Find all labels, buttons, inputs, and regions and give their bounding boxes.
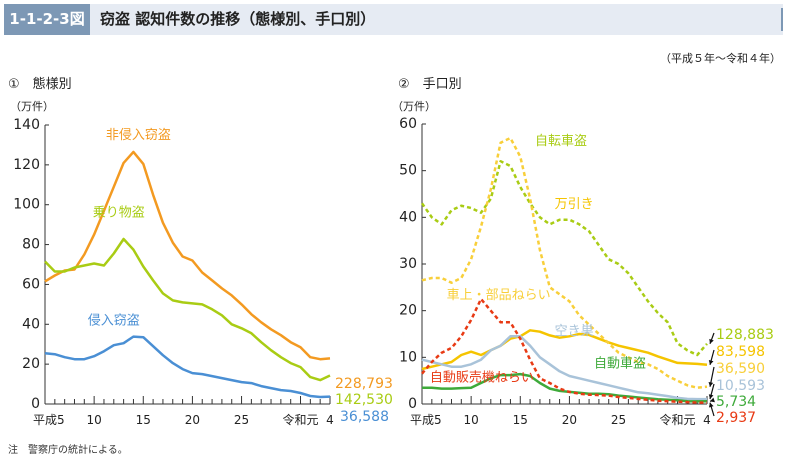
chart1-y-tick-label: 100 <box>13 197 40 213</box>
chart1-series-label: 非侵入窃盗 <box>106 127 171 143</box>
figure-header: 1-1-2-3図 窃盗 認知件数の推移（態様別、手口別） <box>4 4 783 35</box>
chart2-y-tick-label: 20 <box>399 303 417 319</box>
chart2-series-label: 車上・部品ねらい <box>447 288 551 303</box>
chart2-end-value-label: 128,883 <box>716 327 774 343</box>
chart1-y-tick-label: 20 <box>22 356 40 372</box>
chart2-x-tick-label: 20 <box>562 413 577 427</box>
chart2-x-tick-label: 平成5 <box>410 413 442 427</box>
chart2-series-label: 自動車盗 <box>594 356 646 372</box>
chart2-y-tick-label: 40 <box>399 209 417 225</box>
chart2-x-tick-label: 4 <box>703 413 711 427</box>
chart1-y-tick-label: 40 <box>22 316 40 332</box>
header-accent-bar <box>781 8 783 31</box>
chart1-y-tick-label: 140 <box>13 117 40 133</box>
chart2-arrowhead <box>708 359 714 365</box>
chart2-series-label: 自動販売機ねらい <box>430 370 534 386</box>
chart1-x-tick-label: 10 <box>86 413 101 427</box>
chart2-x-tick-label: 15 <box>513 413 528 427</box>
chart2-x-tick-label: 令和元 <box>660 412 696 427</box>
figure-title: 窃盗 認知件数の推移（態様別、手口別） <box>100 10 376 28</box>
chart2-title: ② 手口別 <box>398 77 462 92</box>
chart2-series-line <box>421 136 708 389</box>
chart1-x-tick-label: 15 <box>136 413 151 427</box>
chart1-unit: （万件） <box>10 100 54 113</box>
chart2-series-line <box>421 297 707 404</box>
chart1-y-tick-label: 80 <box>22 237 40 253</box>
chart2-series-line <box>421 329 708 371</box>
chart1-y-tick-label: 60 <box>22 276 40 292</box>
chart1-x-tick-label: 令和元 <box>283 412 319 427</box>
chart2-series-line <box>420 160 708 357</box>
chart2-arrowhead <box>708 381 714 387</box>
chart2-y-tick-label: 30 <box>399 256 417 272</box>
chart2-arrowhead <box>710 397 715 403</box>
chart2-arrowhead <box>709 338 714 344</box>
figure-id: 1-1-2-3図 <box>4 4 90 35</box>
chart1-y-tick-label: 0 <box>31 396 40 412</box>
chart2-arrowhead <box>708 402 714 408</box>
chart1-x-tick-label: 25 <box>234 413 249 427</box>
chart1-x-tick-label: 4 <box>326 413 334 427</box>
chart2-series-line <box>422 372 708 403</box>
chart1-y-tick-label: 120 <box>13 157 40 173</box>
chart1-end-value-label: 142,530 <box>335 392 393 408</box>
chart1-end-value-label: 228,793 <box>335 376 393 392</box>
chart2-arrowhead <box>708 394 714 400</box>
chart1-series-label: 乗り物盗 <box>93 205 145 221</box>
chart2-end-value-label: 36,590 <box>716 361 765 377</box>
chart1-series-line <box>44 150 331 361</box>
chart2-series-label: 自転車盗 <box>535 133 587 149</box>
chart1-series-line <box>44 237 331 382</box>
chart2-end-value-label: 2,937 <box>716 410 756 426</box>
chart2-y-tick-label: 10 <box>399 349 417 365</box>
chart2-end-value-label: 83,598 <box>716 344 765 360</box>
chart1-x-tick-label: 20 <box>185 413 200 427</box>
chart1-title: ① 態様別 <box>8 77 72 92</box>
chart2-x-tick-label: 25 <box>611 413 626 427</box>
chart2-y-tick-label: 0 <box>408 396 417 412</box>
chart1-x-tick-label: 平成5 <box>33 413 65 427</box>
chart2-series-line <box>421 335 707 401</box>
chart2-x-tick-label: 10 <box>463 413 478 427</box>
source-note: 注 警察庁の統計による。 <box>8 445 128 456</box>
chart1-series-label: 侵入窃盗 <box>88 312 140 328</box>
chart2-end-value-label: 10,593 <box>716 378 765 394</box>
chart2-y-tick-label: 60 <box>399 116 417 132</box>
chart2-series-label: 空き巣 <box>555 324 594 339</box>
chart2-end-value-label: 5,734 <box>716 394 756 410</box>
chart1-end-value-label: 36,588 <box>340 409 389 425</box>
chart2-y-tick-label: 50 <box>399 163 417 179</box>
chart1-series-line <box>44 335 331 399</box>
chart2-unit: （万件） <box>392 100 436 113</box>
chart2-series-label: 万引き <box>555 197 594 212</box>
period-label: （平成５年～令和４年） <box>660 52 781 65</box>
